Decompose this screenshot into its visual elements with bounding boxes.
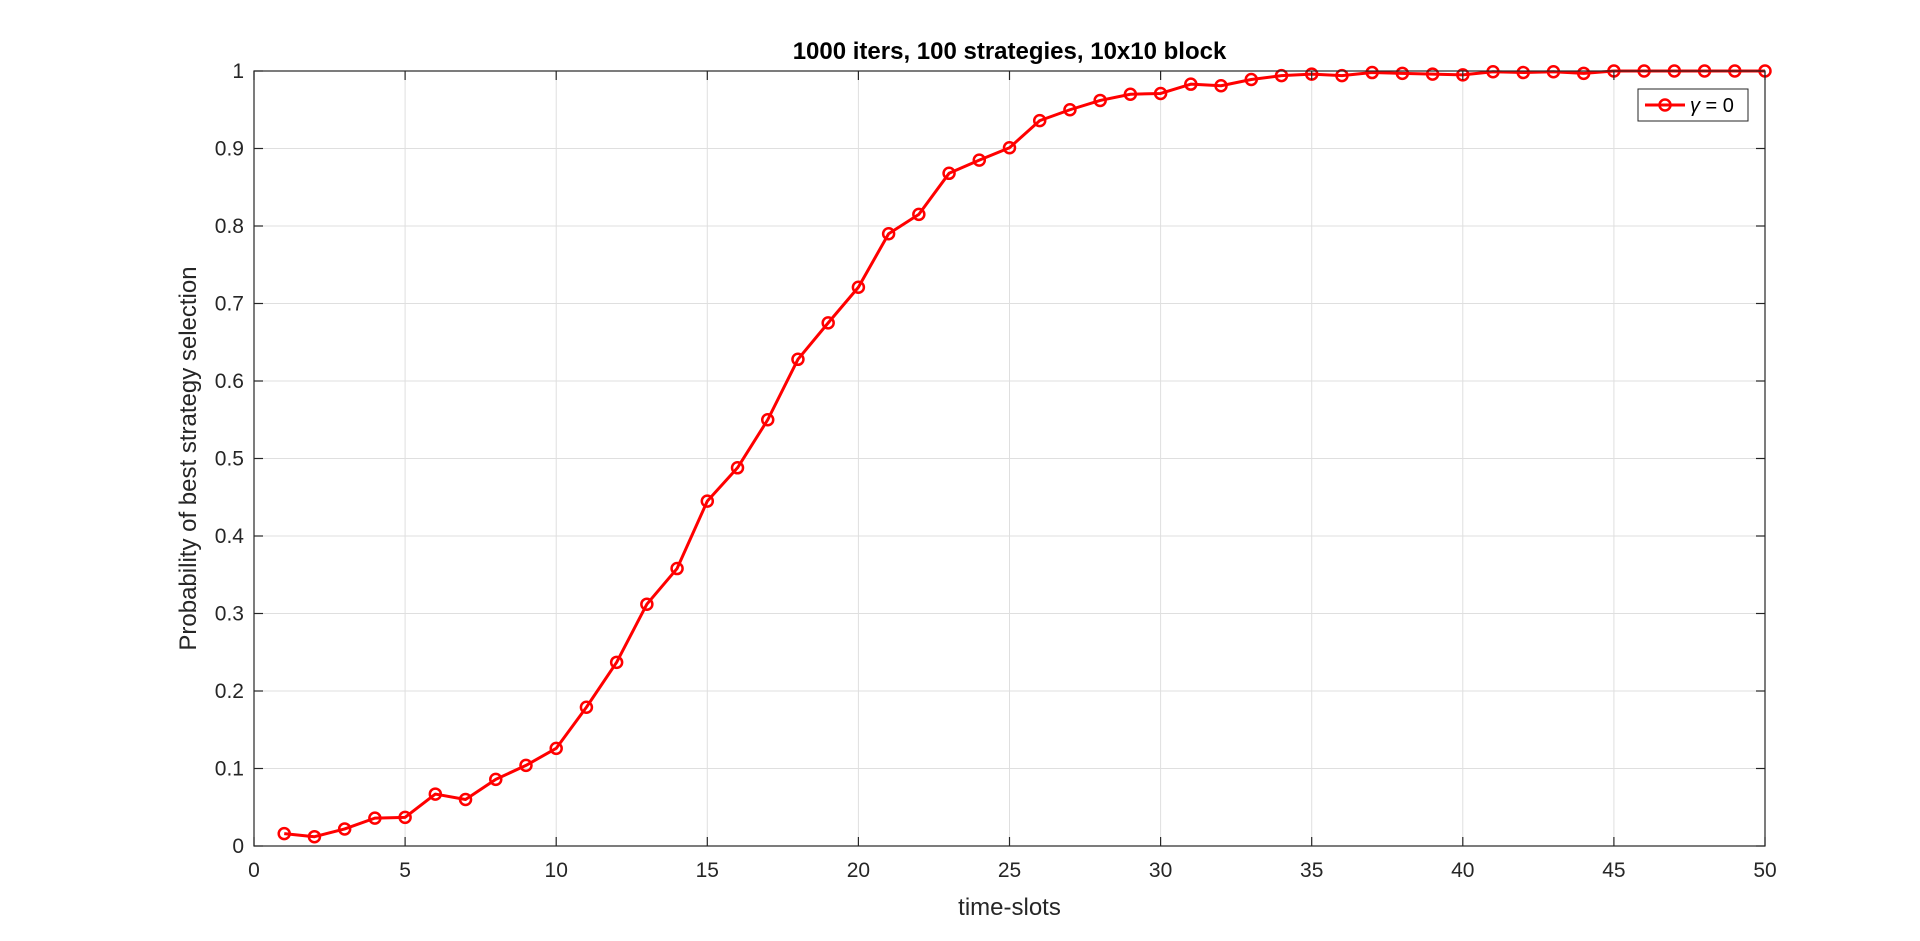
x-tick-label: 30 bbox=[1149, 859, 1172, 882]
data-point bbox=[368, 811, 382, 825]
y-tick-label: 0.9 bbox=[215, 138, 244, 161]
data-point bbox=[760, 413, 775, 427]
data-point bbox=[1184, 77, 1198, 91]
x-tick-label: 15 bbox=[696, 859, 719, 882]
data-point bbox=[1123, 87, 1138, 101]
legend-entry-label: γ = 0 bbox=[1690, 95, 1734, 117]
y-tick-label: 0.4 bbox=[215, 525, 245, 548]
ticks: 0 5 10 15 20 25 30 35 40 45 50 0 0.1 0.2 0.3 0.4 0.5 0.6 0… bbox=[215, 60, 1777, 882]
data-point bbox=[1365, 65, 1379, 80]
data-point bbox=[670, 561, 684, 576]
x-tick-label: 20 bbox=[847, 859, 870, 882]
y-tick-label: 0.2 bbox=[215, 680, 244, 703]
data-point bbox=[1214, 78, 1228, 93]
y-tick-label: 0 bbox=[232, 835, 244, 858]
chart-title: 1000 iters, 100 strategies, 10x10 block bbox=[793, 38, 1227, 65]
data-point bbox=[489, 772, 503, 787]
data-point bbox=[337, 822, 352, 836]
data-point bbox=[1244, 72, 1259, 87]
x-tick-label: 50 bbox=[1753, 859, 1776, 882]
data-point bbox=[640, 597, 654, 611]
data-point bbox=[1002, 140, 1017, 155]
y-tick-label: 0.8 bbox=[215, 215, 244, 238]
data-point bbox=[1335, 68, 1349, 83]
data-point bbox=[1546, 65, 1561, 79]
data-point bbox=[549, 741, 563, 756]
data-layer bbox=[277, 64, 1772, 844]
data-point bbox=[881, 227, 896, 241]
data-point bbox=[1063, 103, 1077, 117]
data-point bbox=[519, 758, 533, 773]
x-tick-label: 0 bbox=[248, 859, 260, 882]
data-point bbox=[972, 153, 987, 167]
data-point bbox=[1486, 65, 1500, 79]
data-point bbox=[851, 280, 866, 294]
data-point bbox=[730, 461, 745, 475]
data-point bbox=[1274, 68, 1289, 83]
data-point bbox=[458, 792, 473, 807]
data-point bbox=[1395, 66, 1410, 81]
data-point bbox=[307, 829, 322, 844]
x-tick-label: 25 bbox=[998, 859, 1021, 882]
x-tick-label: 10 bbox=[545, 859, 568, 882]
data-point bbox=[791, 352, 805, 367]
y-tick-label: 0.7 bbox=[215, 293, 244, 316]
y-tick-label: 0.6 bbox=[215, 370, 244, 393]
y-tick-label: 1 bbox=[232, 60, 244, 83]
data-point bbox=[942, 166, 956, 181]
x-tick-label: 45 bbox=[1602, 859, 1625, 882]
data-point bbox=[579, 700, 594, 715]
x-axis-label: time-slots bbox=[958, 894, 1061, 921]
data-point bbox=[821, 316, 835, 330]
data-point bbox=[1032, 113, 1047, 128]
y-tick-label: 0.1 bbox=[215, 758, 244, 781]
data-point bbox=[398, 810, 412, 825]
data-point bbox=[1456, 68, 1470, 82]
data-point bbox=[1576, 66, 1591, 81]
data-point bbox=[609, 655, 624, 670]
x-tick-label: 35 bbox=[1300, 859, 1323, 882]
data-point bbox=[1093, 93, 1107, 108]
data-point bbox=[1153, 86, 1168, 101]
data-point bbox=[700, 494, 715, 508]
x-tick-label: 5 bbox=[399, 859, 411, 882]
legend-marker-swatch bbox=[1658, 98, 1672, 112]
data-point bbox=[1516, 65, 1530, 80]
y-tick-label: 0.5 bbox=[215, 448, 244, 471]
data-point bbox=[428, 787, 443, 801]
data-point bbox=[1425, 67, 1440, 81]
x-tick-label: 40 bbox=[1451, 859, 1474, 882]
y-axis-label: Probability of best strategy selection bbox=[175, 266, 202, 650]
y-tick-label: 0.3 bbox=[215, 603, 244, 626]
data-point bbox=[912, 207, 926, 222]
data-point bbox=[277, 826, 291, 841]
legend: γ = 0 bbox=[1637, 88, 1749, 122]
